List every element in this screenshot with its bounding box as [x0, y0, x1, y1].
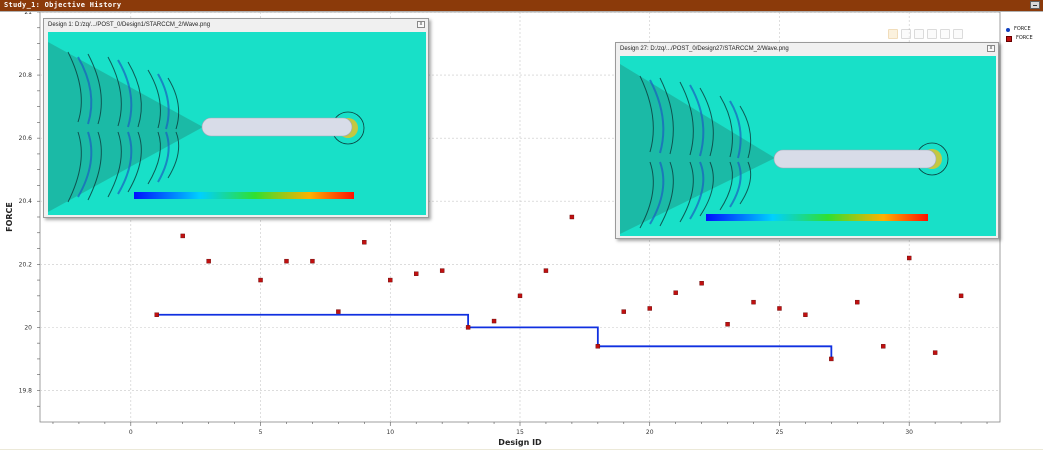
- data-point: [517, 293, 523, 299]
- x-tick-label: 15: [516, 429, 524, 436]
- fit-tool-icon[interactable]: [927, 29, 937, 39]
- legend-label: FORCE: [1016, 35, 1033, 41]
- data-point: [906, 255, 912, 261]
- x-tick-label: 30: [905, 429, 913, 436]
- data-point: [388, 277, 393, 283]
- data-point: [362, 240, 367, 245]
- design-1-image-popup[interactable]: Design 1: D:/zq/.../POST_0/Design1/STARC…: [43, 18, 429, 218]
- plot-area: 0 5 10 15 20 25 30 19.8 20 20.2 20.4 20.6 20.8 21 Desi…: [0, 11, 1043, 449]
- x-tick-label: 10: [386, 429, 394, 436]
- data-point: [154, 312, 159, 317]
- data-point: [673, 290, 678, 295]
- data-point: [881, 344, 886, 349]
- y-tick-label: 20.4: [19, 198, 33, 205]
- data-point: [803, 312, 808, 317]
- y-tick-label: 20.6: [19, 135, 33, 142]
- pan-tool-icon[interactable]: [914, 29, 924, 39]
- close-icon[interactable]: x: [987, 45, 995, 52]
- data-point: [206, 258, 211, 264]
- window-titlebar: Study_1: Objective History: [0, 0, 1043, 11]
- data-point: [751, 299, 756, 305]
- y-tick-label: 20.2: [19, 261, 33, 268]
- pointer-tool-icon[interactable]: [888, 29, 898, 39]
- wave-contour-image: [48, 32, 426, 215]
- wave-contour-picture: [620, 56, 996, 236]
- data-point: [569, 214, 575, 220]
- wave-contour-image: [620, 56, 996, 236]
- data-point: [829, 356, 834, 362]
- data-point: [855, 299, 860, 305]
- x-tick-label: 5: [259, 429, 263, 436]
- x-tick-label: 20: [646, 429, 654, 436]
- popup-title: Design 27: D:/zq/.../POST_0/Design27/STA…: [620, 46, 789, 52]
- data-point: [284, 258, 289, 264]
- popup-title: Design 1: D:/zq/.../POST_0/Design1/STARC…: [48, 22, 211, 28]
- legend: FORCE FORCE: [1004, 25, 1042, 45]
- data-point: [414, 271, 419, 276]
- wave-contour-picture: [48, 32, 426, 215]
- y-tick-label: 20: [24, 324, 32, 331]
- minimize-button[interactable]: [1030, 1, 1040, 9]
- settings-tool-icon[interactable]: [953, 29, 963, 39]
- data-point: [310, 258, 315, 264]
- zoom-tool-icon[interactable]: [901, 29, 911, 39]
- design-27-image-popup[interactable]: Design 27: D:/zq/.../POST_0/Design27/STA…: [615, 42, 999, 239]
- data-point: [465, 325, 471, 330]
- legend-label: FORCE: [1014, 26, 1031, 32]
- data-point: [258, 277, 263, 283]
- y-axis-title: FORCE: [5, 202, 14, 232]
- export-tool-icon[interactable]: [940, 29, 950, 39]
- data-point: [777, 306, 782, 311]
- legend-square-icon: [1006, 35, 1012, 42]
- data-point: [336, 309, 341, 314]
- close-icon[interactable]: x: [417, 21, 425, 28]
- legend-item-points: FORCE: [1004, 34, 1042, 43]
- chart-toolbar: [888, 27, 998, 41]
- data-point: [439, 268, 445, 273]
- x-tick-label: 0: [129, 429, 133, 436]
- data-point: [543, 268, 549, 273]
- data-point: [491, 318, 497, 324]
- y-tick-label: 21: [24, 12, 32, 16]
- data-point: [725, 322, 730, 327]
- data-point: [647, 306, 652, 311]
- data-point: [621, 309, 626, 314]
- data-point: [595, 344, 601, 349]
- data-point: [932, 350, 938, 355]
- legend-circle-icon: [1006, 27, 1010, 32]
- y-tick-label: 19.8: [19, 387, 33, 394]
- best-so-far-step-line: [156, 313, 833, 359]
- y-tick-label: 20.8: [19, 72, 33, 79]
- data-point: [958, 293, 964, 299]
- window-title: Study_1: Objective History: [4, 1, 122, 9]
- data-point: [180, 233, 185, 239]
- x-tick-label: 25: [776, 429, 784, 436]
- legend-item-best: FORCE: [1004, 25, 1042, 34]
- data-point: [699, 281, 704, 286]
- x-axis-title: Design ID: [498, 438, 542, 447]
